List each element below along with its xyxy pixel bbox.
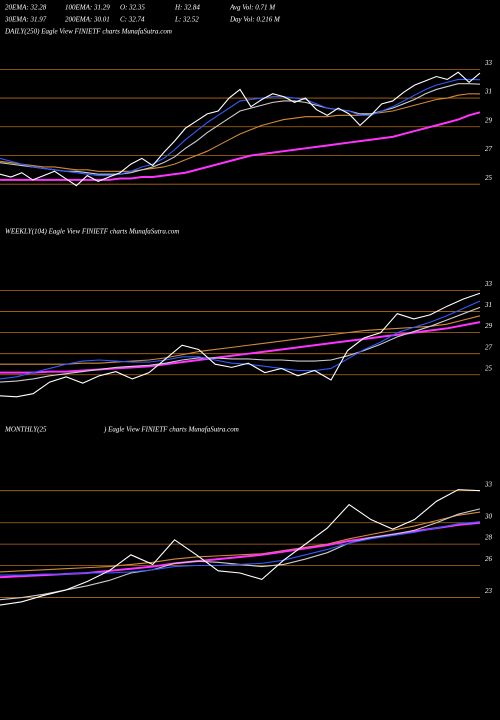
y-tick-label: 33 bbox=[484, 480, 493, 488]
series-line bbox=[0, 306, 481, 383]
stat-label: 200EMA: 30.01 bbox=[65, 16, 110, 24]
y-tick-label: 26 bbox=[485, 555, 493, 563]
y-tick-label: 29 bbox=[485, 116, 493, 124]
stat-label: C: 32.74 bbox=[120, 16, 145, 24]
series-line bbox=[0, 489, 481, 606]
y-tick-label: 27 bbox=[485, 343, 493, 351]
panel-title: MONTHLY(25 bbox=[4, 426, 47, 434]
stat-label: 20EMA: 32.28 bbox=[5, 4, 47, 12]
series-line bbox=[0, 83, 481, 175]
stat-label: O: 32.35 bbox=[120, 4, 145, 12]
panel-title: WEEKLY(104) Eagle View FINIETF charts Mu… bbox=[5, 228, 179, 236]
y-tick-label: 31 bbox=[484, 301, 492, 309]
y-tick-label: 25 bbox=[485, 364, 493, 372]
stat-label: Day Vol: 0.216 M bbox=[229, 16, 281, 24]
stat-label: Avg Vol: 0.71 M bbox=[229, 4, 276, 12]
stat-label: 30EMA: 31.97 bbox=[4, 16, 47, 24]
y-tick-label: 31 bbox=[484, 88, 492, 96]
y-tick-label: 29 bbox=[485, 322, 493, 330]
series-line bbox=[0, 521, 481, 576]
series-line bbox=[0, 300, 481, 380]
series-line bbox=[0, 292, 481, 398]
y-tick-label: 33 bbox=[484, 59, 493, 67]
stat-label: L: 32.52 bbox=[174, 16, 199, 24]
panel-title: ) Eagle View FINIETF charts MunafaSutra.… bbox=[103, 426, 239, 434]
series-line bbox=[0, 111, 481, 181]
series-line bbox=[0, 71, 481, 187]
series-line bbox=[0, 78, 481, 177]
y-tick-label: 33 bbox=[484, 280, 493, 288]
stat-label: H: 32.84 bbox=[174, 4, 200, 12]
series-line bbox=[0, 521, 481, 579]
series-line bbox=[0, 93, 481, 172]
y-tick-label: 23 bbox=[485, 587, 493, 595]
stat-label: 100EMA: 31.29 bbox=[65, 4, 110, 12]
y-tick-label: 25 bbox=[485, 174, 493, 182]
y-tick-label: 28 bbox=[485, 534, 493, 542]
series-line bbox=[0, 315, 481, 365]
series-line bbox=[0, 321, 481, 374]
series-line bbox=[0, 511, 481, 573]
panel-title: DAILY(250) Eagle View FINIETF charts Mun… bbox=[4, 28, 172, 36]
y-tick-label: 30 bbox=[484, 512, 493, 520]
y-tick-label: 27 bbox=[485, 145, 493, 153]
